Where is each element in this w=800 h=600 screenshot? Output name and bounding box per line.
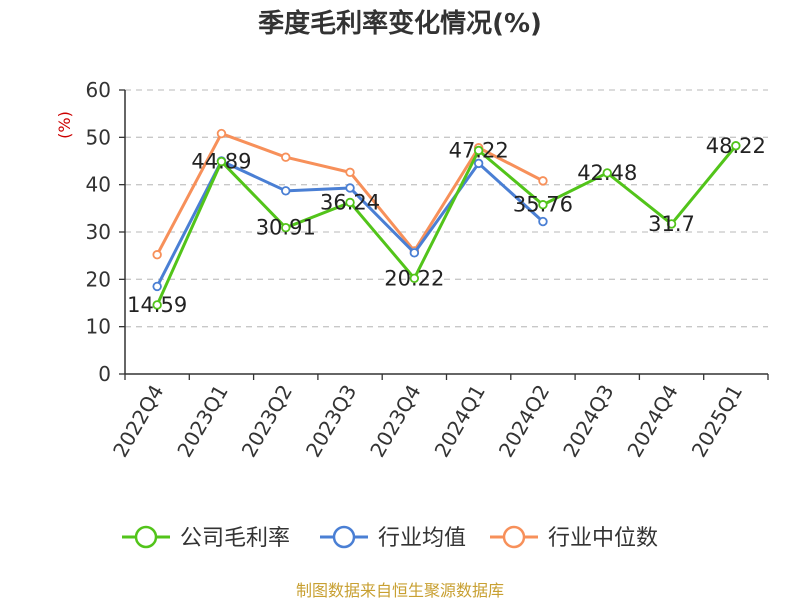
grid-lines [125, 89, 768, 328]
series-group [152, 128, 741, 310]
data-point[interactable] [602, 168, 612, 178]
series-line-0 [155, 144, 738, 306]
data-point[interactable] [281, 222, 291, 233]
y-axis-unit: (%) [55, 111, 74, 139]
data-point[interactable] [538, 176, 548, 186]
legend-item-2[interactable]: 行业中位数 [490, 525, 658, 551]
x-tick-label: 2024Q3 [558, 381, 618, 462]
x-tick-label: 2024Q2 [494, 381, 554, 462]
y-tick-label: 10 [86, 315, 111, 339]
data-label: 36.24 [320, 190, 380, 214]
data-point[interactable] [473, 158, 484, 169]
x-tick-label: 2024Q1 [430, 381, 490, 462]
y-tick-label: 20 [86, 267, 111, 291]
legend-item-1[interactable]: 行业均值 [320, 525, 466, 551]
legend-label: 公司毛利率 [180, 526, 290, 551]
data-point[interactable] [409, 273, 420, 283]
data-point[interactable] [538, 200, 548, 210]
legend-marker-icon [332, 525, 356, 549]
data-point[interactable] [473, 145, 484, 156]
data-point[interactable] [216, 128, 227, 139]
data-point[interactable] [666, 219, 677, 229]
data-point[interactable] [409, 248, 420, 258]
y-tick-label: 60 [86, 78, 111, 102]
data-point[interactable] [281, 152, 291, 162]
data-point[interactable] [152, 250, 162, 260]
legend-label: 行业中位数 [548, 526, 658, 551]
data-point[interactable] [216, 156, 227, 167]
data-label: 30.91 [256, 216, 316, 240]
data-point[interactable] [731, 141, 741, 151]
y-tick-label: 0 [98, 362, 111, 386]
x-tick-label: 2023Q3 [301, 381, 361, 462]
data-label: 47.22 [449, 138, 509, 162]
data-point[interactable] [345, 183, 355, 193]
data-point[interactable] [538, 216, 548, 227]
x-tick-label: 2023Q2 [237, 381, 297, 462]
x-tick-label: 2022Q4 [108, 381, 168, 462]
data-point[interactable] [152, 281, 162, 292]
legend-item-0[interactable]: 公司毛利率 [122, 525, 290, 551]
chart-title: 季度毛利率变化情况(%) [258, 8, 542, 39]
legend[interactable]: 公司毛利率 行业均值 行业中位数 [122, 525, 658, 551]
series-line-1 [155, 159, 544, 288]
legend-marker-icon [134, 525, 158, 549]
data-label: 20.22 [384, 266, 444, 290]
y-tick-label: 50 [86, 125, 111, 149]
data-label: 44.89 [191, 150, 251, 174]
data-label: 14.59 [127, 293, 187, 317]
data-label: 48.22 [706, 134, 766, 158]
data-point[interactable] [152, 300, 162, 310]
legend-label: 行业均值 [378, 526, 466, 551]
data-label: 42.48 [577, 161, 637, 185]
x-tick-label: 2025Q1 [687, 381, 747, 462]
x-tick-label: 2023Q4 [365, 381, 425, 462]
x-tick-label: 2023Q1 [172, 381, 232, 462]
y-tick-label: 40 [86, 173, 111, 197]
source-note: 制图数据来自恒生聚源数据库 [296, 581, 504, 600]
data-label: 35.76 [513, 193, 573, 217]
y-tick-label: 30 [86, 220, 111, 244]
data-point[interactable] [345, 167, 355, 178]
x-tick-label: 2024Q4 [622, 381, 682, 462]
data-point[interactable] [281, 186, 291, 196]
data-label: 31.7 [648, 212, 695, 236]
legend-marker-icon [502, 525, 526, 549]
data-point[interactable] [345, 197, 355, 208]
